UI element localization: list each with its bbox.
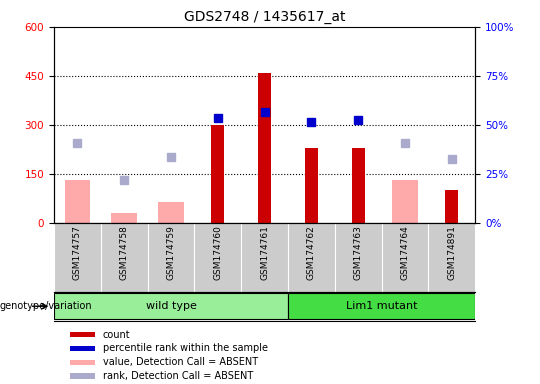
Text: value, Detection Call = ABSENT: value, Detection Call = ABSENT (103, 358, 258, 367)
Text: genotype/variation: genotype/variation (0, 301, 93, 311)
Bar (111, 213, 137, 223)
Text: count: count (103, 329, 130, 339)
Bar (70, 359, 94, 365)
Bar (305, 148, 318, 223)
Text: wild type: wild type (146, 301, 197, 311)
Bar (352, 148, 365, 223)
FancyBboxPatch shape (54, 293, 288, 319)
Text: rank, Detection Call = ABSENT: rank, Detection Call = ABSENT (103, 371, 253, 381)
Bar (158, 202, 184, 223)
Bar (70, 346, 94, 351)
Text: percentile rank within the sample: percentile rank within the sample (103, 343, 268, 353)
Bar (258, 73, 271, 223)
Bar (70, 374, 94, 379)
Bar (70, 332, 94, 337)
Bar (392, 180, 418, 223)
Bar (65, 180, 90, 223)
Text: Lim1 mutant: Lim1 mutant (346, 301, 417, 311)
FancyBboxPatch shape (288, 293, 475, 319)
Bar (446, 190, 458, 223)
Bar (211, 125, 224, 223)
Title: GDS2748 / 1435617_at: GDS2748 / 1435617_at (184, 10, 346, 25)
